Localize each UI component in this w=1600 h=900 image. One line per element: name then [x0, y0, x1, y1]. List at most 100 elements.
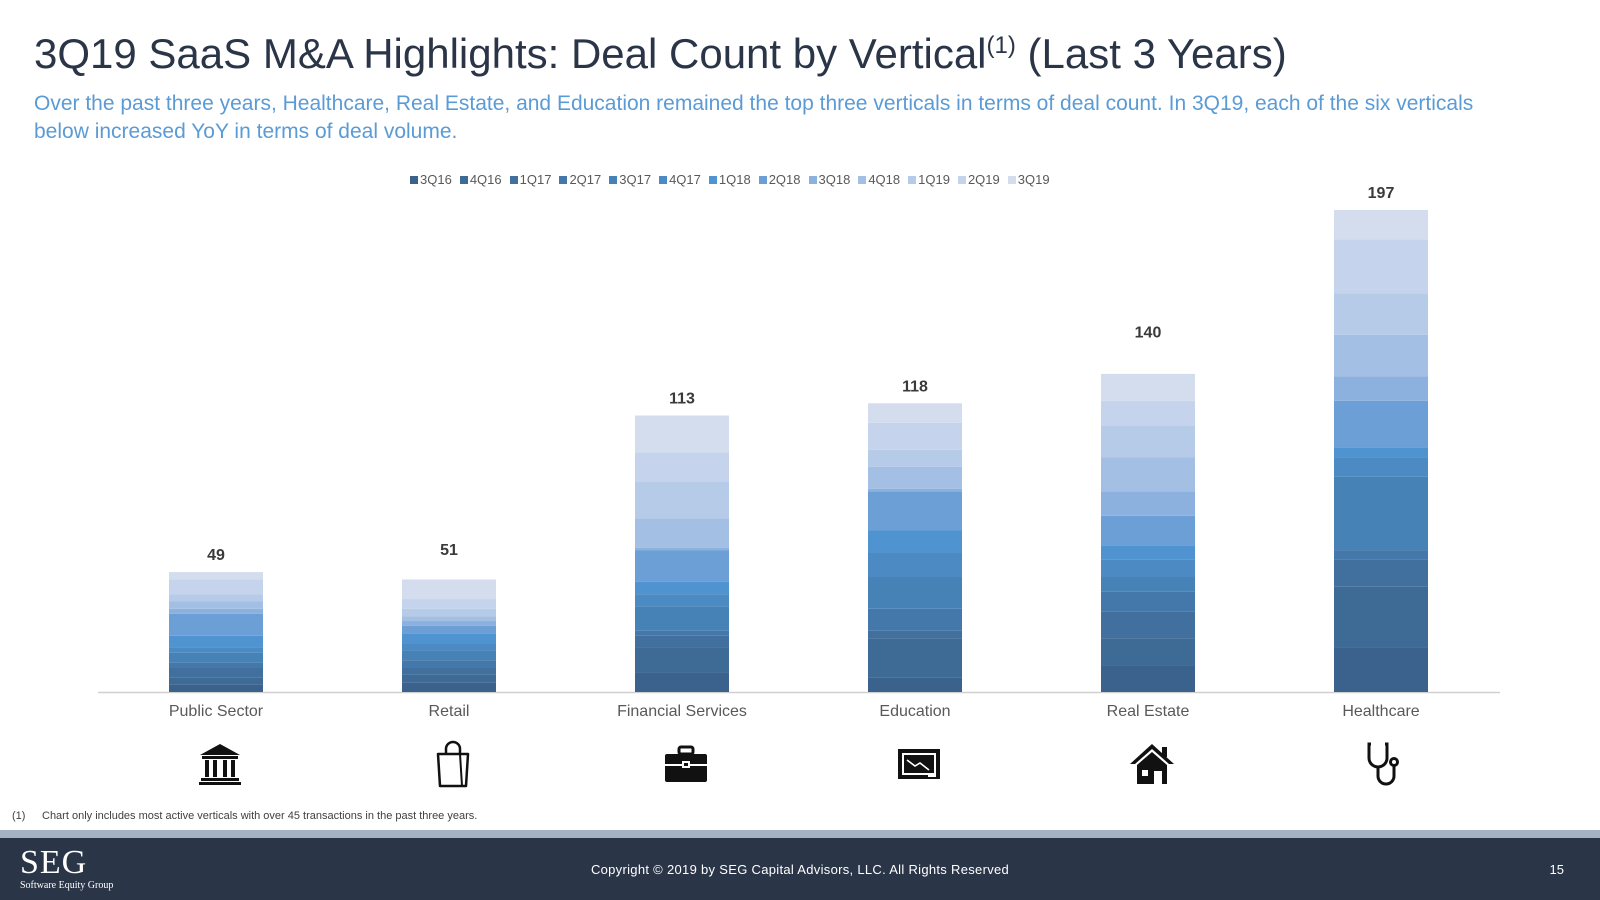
bar-segment-public-sector-1q18: [169, 635, 263, 648]
bar-segment-retail-2q19: [402, 599, 496, 609]
bar-segment-real-estate-4q17: [1101, 559, 1195, 578]
stacked-bar-chart: 49 Public Sector 51 Retail 113 Financial Serv…: [98, 185, 1500, 720]
stethoscope-icon: [1367, 742, 1399, 786]
bar-segment-education-4q16: [868, 638, 962, 678]
legend-item-1q19: 1Q19: [908, 172, 950, 187]
page-subtitle: Over the past three years, Healthcare, R…: [34, 92, 1474, 143]
value-label: 113: [669, 391, 695, 408]
house-icon: [1130, 744, 1174, 784]
bar-segment-real-estate-1q17: [1101, 611, 1195, 639]
legend-item-3q19: 3Q19: [1007, 172, 1050, 187]
bar-segment-retail-3q16: [402, 682, 496, 692]
bar-segment-education-2q18: [868, 491, 962, 531]
bar-segment-education-1q19: [868, 449, 962, 467]
bar-segment-retail-4q17: [402, 643, 496, 651]
copyright-text: Copyright © 2019 by SEG Capital Advisors…: [590, 862, 1010, 877]
bar-segment-retail-3q17: [402, 650, 496, 661]
bar-segment-education-1q18: [868, 530, 962, 553]
bar-segment-education-3q18: [868, 488, 962, 492]
legend-item-3q16: 3Q16: [410, 172, 452, 187]
legend-swatch: [659, 175, 668, 184]
page-title: 3Q19 SaaS M&A Highlights: Deal Count by …: [34, 30, 1287, 78]
bar-segment-retail-4q18: [402, 616, 496, 622]
bar-segment-public-sector-2q18: [169, 613, 263, 636]
legend-label: 4Q17: [669, 172, 701, 187]
bar-segment-retail-3q18: [402, 621, 496, 626]
value-label: 197: [1368, 185, 1395, 202]
bar-segment-healthcare-3q17: [1334, 476, 1428, 551]
value-label: 51: [440, 542, 458, 559]
legend-label: 3Q19: [1017, 172, 1050, 187]
bar-segment-retail-2q17: [402, 660, 496, 668]
bar-segment-public-sector-3q17: [169, 652, 263, 663]
bar-segment-healthcare-1q17: [1334, 559, 1428, 587]
footer-bar: [0, 838, 1600, 900]
bar-segment-financial-services-1q19: [635, 481, 729, 519]
legend-swatch: [957, 175, 966, 184]
bar-segment-education-1q17: [868, 630, 962, 639]
legend-label: 1Q18: [718, 172, 751, 187]
bar-segment-healthcare-2q17: [1334, 550, 1428, 560]
bar-segment-public-sector-3q19: [169, 572, 263, 580]
bar-segment-financial-services-4q17: [635, 594, 729, 607]
title-tail: (Last 3 Years): [1015, 30, 1287, 77]
legend-swatch: [459, 175, 468, 184]
bar-segment-public-sector-3q18: [169, 608, 263, 614]
page-number: 15: [1549, 862, 1564, 877]
legend-label: 2Q18: [768, 172, 801, 187]
value-label: 118: [902, 378, 928, 395]
legend-label: 3Q18: [818, 172, 851, 187]
bar-segment-education-2q19: [868, 422, 962, 450]
bar-segment-real-estate-1q19: [1101, 425, 1195, 458]
bar-segment-retail-3q19: [402, 579, 496, 600]
legend-swatch: [509, 175, 518, 184]
legend-swatch: [808, 175, 817, 184]
logo-text: SEG: [20, 844, 88, 881]
legend-item-2q19: 2Q19: [957, 172, 1000, 187]
legend-label: 1Q19: [918, 172, 950, 187]
chart-legend: 3Q16 4Q16 1Q17 2Q17 3Q17 4Q17 1Q18 2Q18 3Q18 4Q18…: [410, 172, 1050, 187]
bar-segment-financial-services-2q18: [635, 550, 729, 582]
bar-segment-real-estate-3q19: [1101, 373, 1195, 401]
title-main: 3Q19 SaaS M&A Highlights: Deal Count by …: [34, 30, 987, 77]
bar-segment-healthcare-2q18: [1334, 400, 1428, 448]
bar-segment-financial-services-4q18: [635, 518, 729, 548]
bar-segment-real-estate-3q17: [1101, 577, 1195, 592]
bar-segment-healthcare-4q17: [1334, 457, 1428, 477]
bar-segment-real-estate-2q17: [1101, 591, 1195, 612]
bar-segment-education-3q16: [868, 677, 962, 692]
value-label: 49: [207, 547, 225, 564]
bar-segment-healthcare-4q16: [1334, 586, 1428, 648]
bar-segment-financial-services-2q19: [635, 452, 729, 482]
bar-segment-healthcare-2q19: [1334, 239, 1428, 294]
seg-logo: SEG Software Equity Group: [20, 846, 113, 892]
category-label: Healthcare: [1342, 703, 1419, 720]
legend-swatch: [908, 175, 917, 184]
bar-segment-financial-services-3q16: [635, 672, 729, 692]
legend-item-3q17: 3Q17: [609, 172, 651, 187]
bar-segment-healthcare-4q18: [1334, 334, 1428, 377]
bar-segment-financial-services-3q19: [635, 415, 729, 453]
legend-label: 4Q16: [469, 172, 502, 187]
bar-segment-public-sector-2q19: [169, 579, 263, 595]
footnote-number: (1): [12, 810, 26, 822]
legend-item-4q17: 4Q17: [659, 172, 701, 187]
bar-segment-public-sector-1q17: [169, 667, 263, 678]
bar-segment-education-2q17: [868, 608, 962, 631]
logo-subtext: Software Equity Group: [20, 880, 114, 891]
legend-label: 4Q18: [868, 172, 901, 187]
bar-segment-public-sector-4q18: [169, 601, 263, 609]
legend-swatch: [609, 175, 618, 184]
legend-item-4q18: 4Q18: [858, 172, 900, 187]
bar-segment-education-4q17: [868, 552, 962, 578]
legend-swatch: [1007, 175, 1016, 184]
legend-swatch: [708, 175, 717, 184]
bar-segment-education-4q18: [868, 466, 962, 489]
category-label: Public Sector: [169, 703, 264, 720]
bar-segment-retail-1q17: [402, 667, 496, 675]
legend-swatch: [858, 175, 867, 184]
legend-item-2q17: 2Q17: [559, 172, 601, 187]
bar-segment-real-estate-4q16: [1101, 638, 1195, 666]
title-footnote-ref: (1): [986, 32, 1016, 59]
bar-segment-real-estate-2q18: [1101, 515, 1195, 546]
